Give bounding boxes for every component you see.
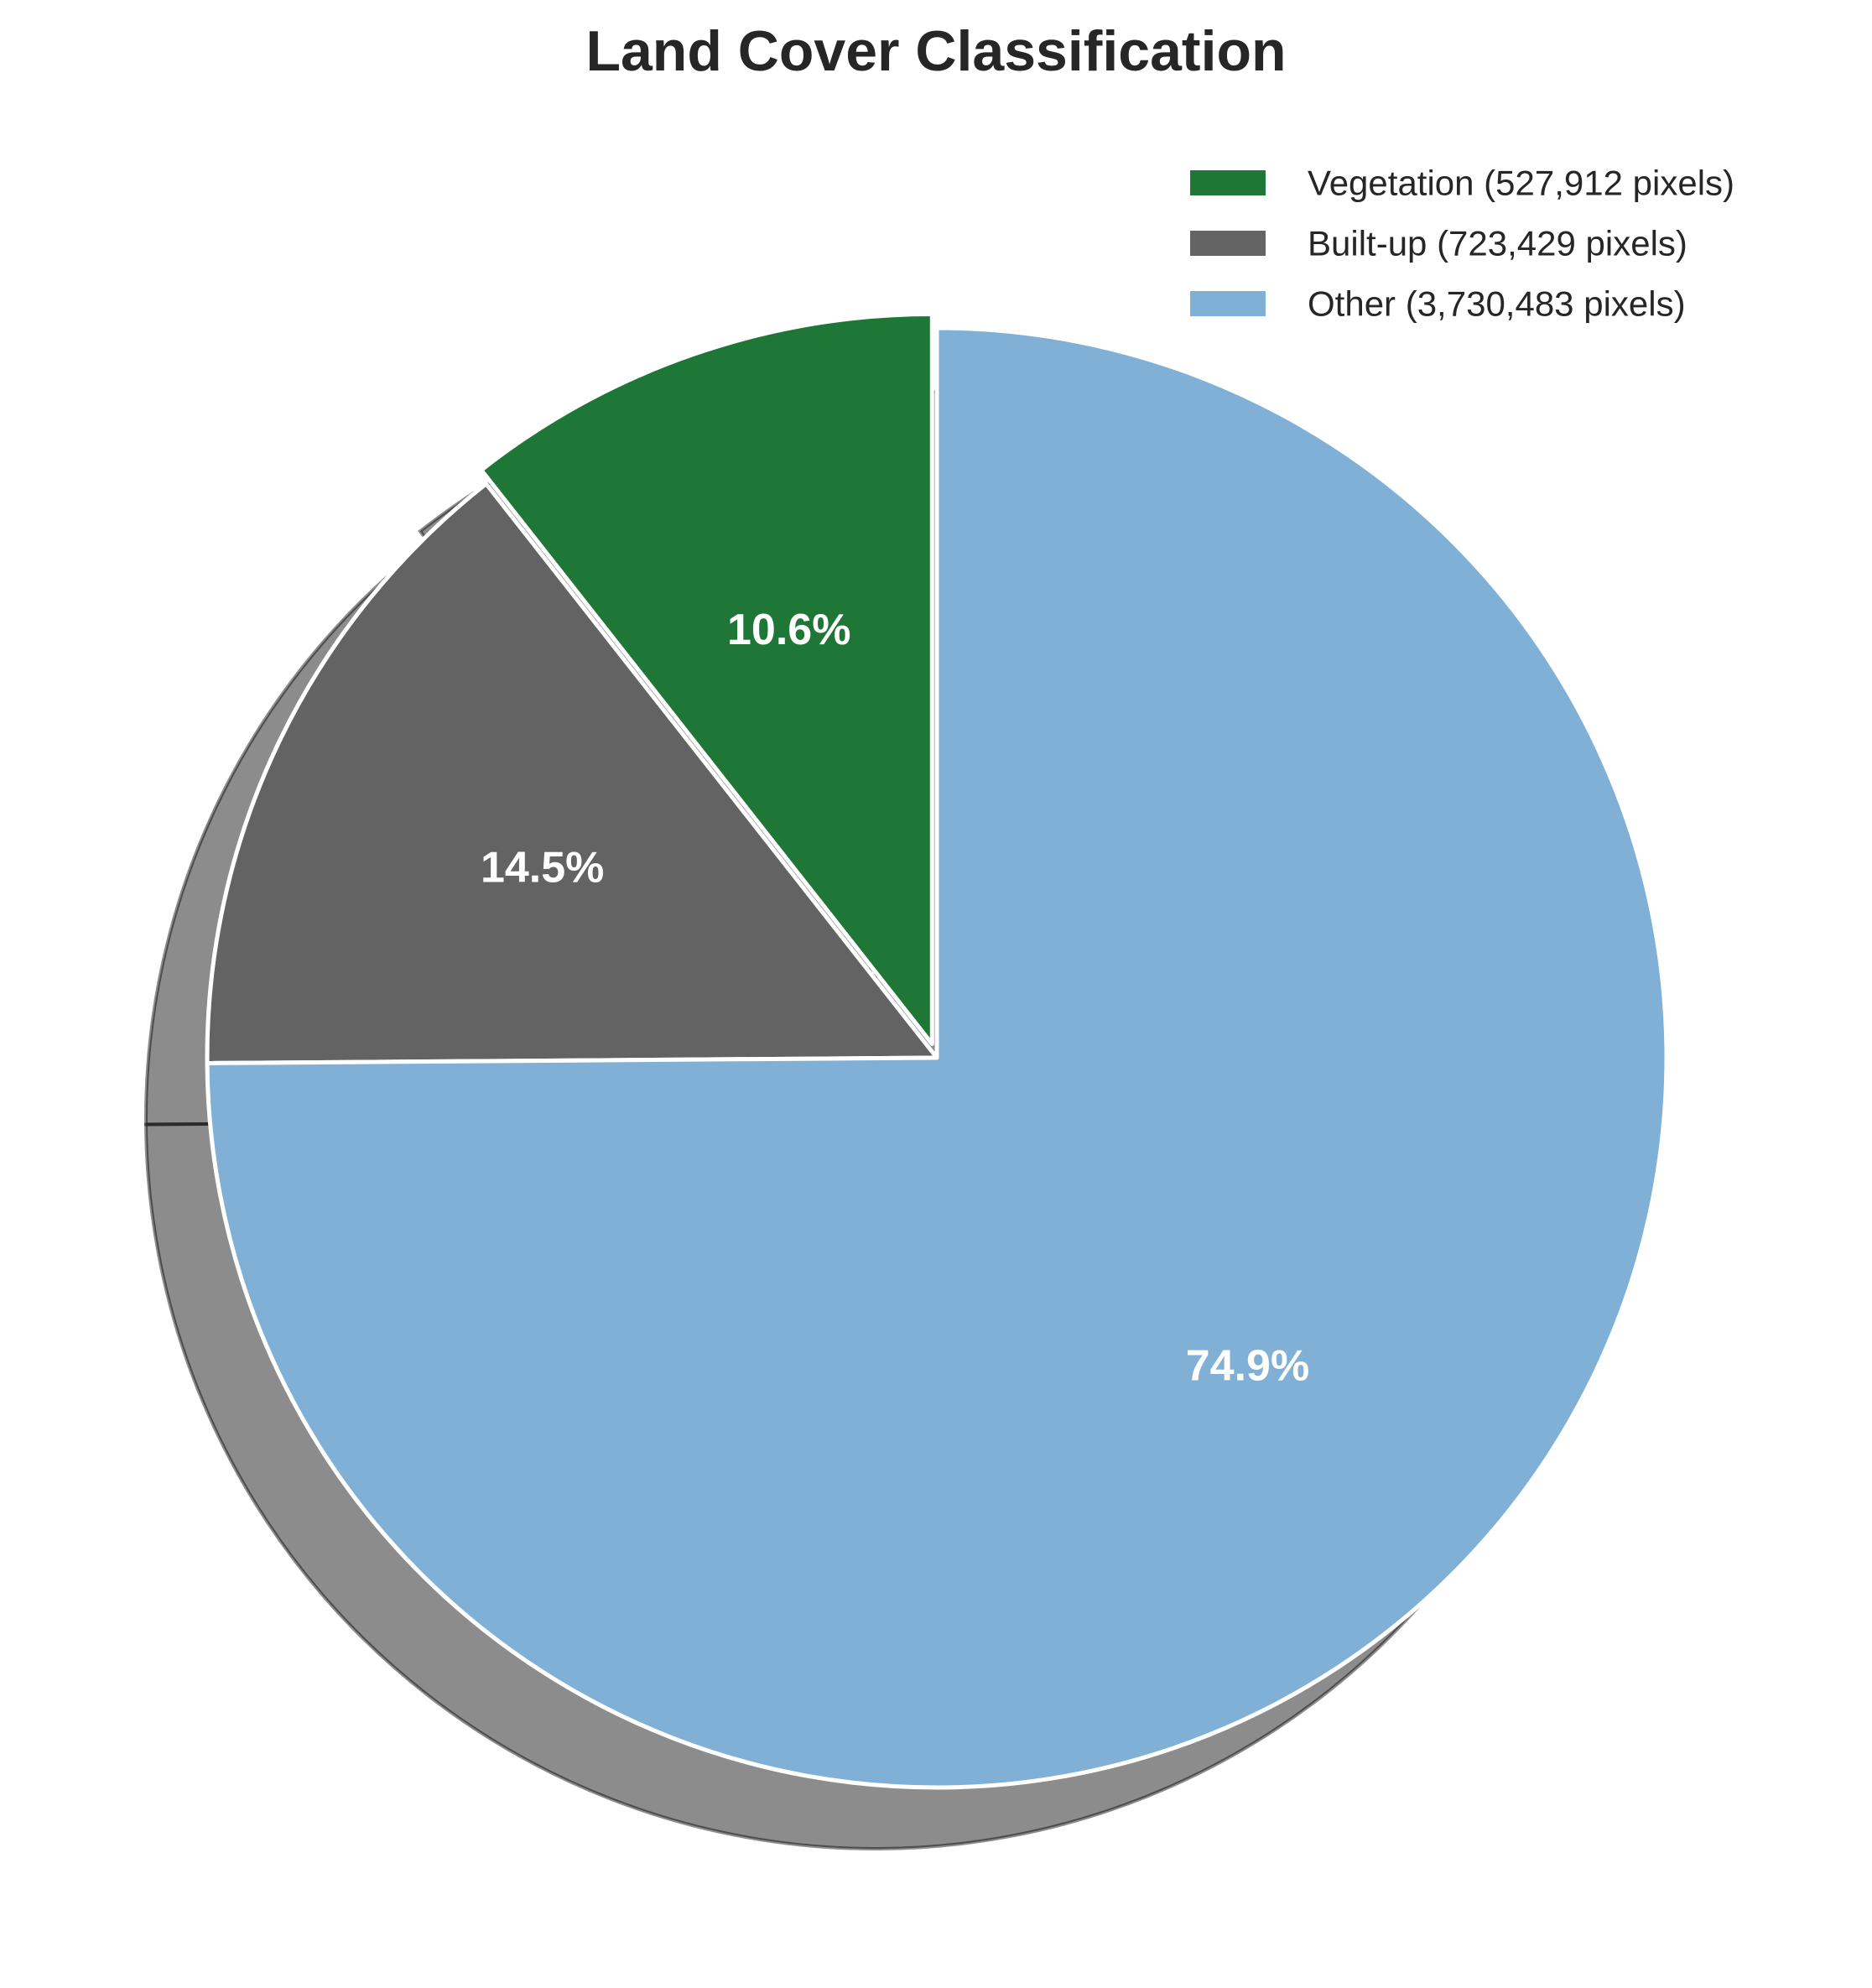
pie-slices (205, 312, 1669, 1790)
pie-slice-built-up (205, 481, 939, 1065)
legend-label-vegetation: Vegetation (527,912 pixels) (1308, 164, 1734, 203)
legend-swatch-vegetation (1190, 170, 1266, 195)
pie-slice-vegetation (479, 312, 934, 1047)
legend-item-built-up: Built-up (723,429 pixels) (1190, 224, 1687, 263)
legend-label-other: Other (3,730,483 pixels) (1308, 284, 1686, 324)
legend: Vegetation (527,912 pixels) Built-up (723… (1190, 164, 1734, 324)
slice-label-other: 74.9% (1186, 1342, 1309, 1391)
legend-item-other: Other (3,730,483 pixels) (1190, 284, 1686, 324)
slice-labels: 10.6% 14.5% 74.9% (481, 606, 1309, 1391)
pie-slice-other (205, 325, 1669, 1790)
legend-swatch-built-up (1190, 231, 1266, 256)
slice-label-built-up: 14.5% (481, 844, 604, 893)
legend-swatch-other (1190, 291, 1266, 316)
legend-item-vegetation: Vegetation (527,912 pixels) (1190, 164, 1734, 203)
legend-label-built-up: Built-up (723,429 pixels) (1308, 224, 1687, 263)
slice-label-vegetation: 10.6% (727, 606, 850, 654)
chart-title: Land Cover Classification (585, 19, 1286, 83)
